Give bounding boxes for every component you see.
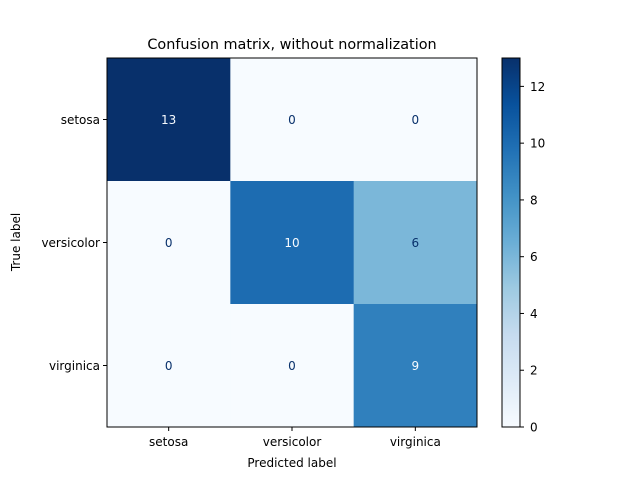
colorbar-tick-label: 4 [530, 307, 538, 321]
cell-value-label: 0 [288, 113, 296, 127]
colorbar-tick-label: 12 [530, 80, 545, 94]
cell-value-label: 0 [288, 359, 296, 373]
matrix-cell [230, 304, 355, 428]
x-tick-label: versicolor [263, 435, 322, 449]
cell-value-label: 9 [412, 359, 420, 373]
x-axis-label: Predicted label [247, 456, 336, 470]
matrix-cell [230, 58, 355, 182]
y-tick-label: virginica [49, 359, 100, 373]
colorbar-tick-label: 6 [530, 250, 538, 264]
colorbar-tick-label: 0 [530, 421, 538, 435]
matrix-cell [353, 181, 478, 305]
cell-value-label: 0 [412, 113, 420, 127]
matrix-cell [353, 304, 478, 428]
colorbar-tick-label: 8 [530, 193, 538, 207]
matrix-cell [107, 304, 231, 428]
cell-value-label: 6 [412, 236, 420, 250]
matrix-cell [107, 58, 231, 182]
cell-value-label: 13 [161, 113, 176, 127]
y-tick-label: setosa [61, 113, 100, 127]
chart-title: Confusion matrix, without normalization [147, 37, 436, 53]
matrix-cell [353, 58, 478, 182]
matrix-cell [107, 181, 231, 305]
cell-value-label: 10 [284, 236, 299, 250]
matrix-cell [230, 181, 355, 305]
cell-value-label: 0 [165, 236, 173, 250]
y-tick-label: versicolor [41, 236, 100, 250]
x-tick-label: setosa [149, 435, 188, 449]
x-tick-label: virginica [390, 435, 441, 449]
cell-value-label: 0 [165, 359, 173, 373]
colorbar [501, 57, 521, 428]
colorbar-tick-label: 2 [530, 364, 538, 378]
y-axis-label: True label [9, 213, 23, 272]
colorbar-tick-label: 10 [530, 137, 545, 151]
